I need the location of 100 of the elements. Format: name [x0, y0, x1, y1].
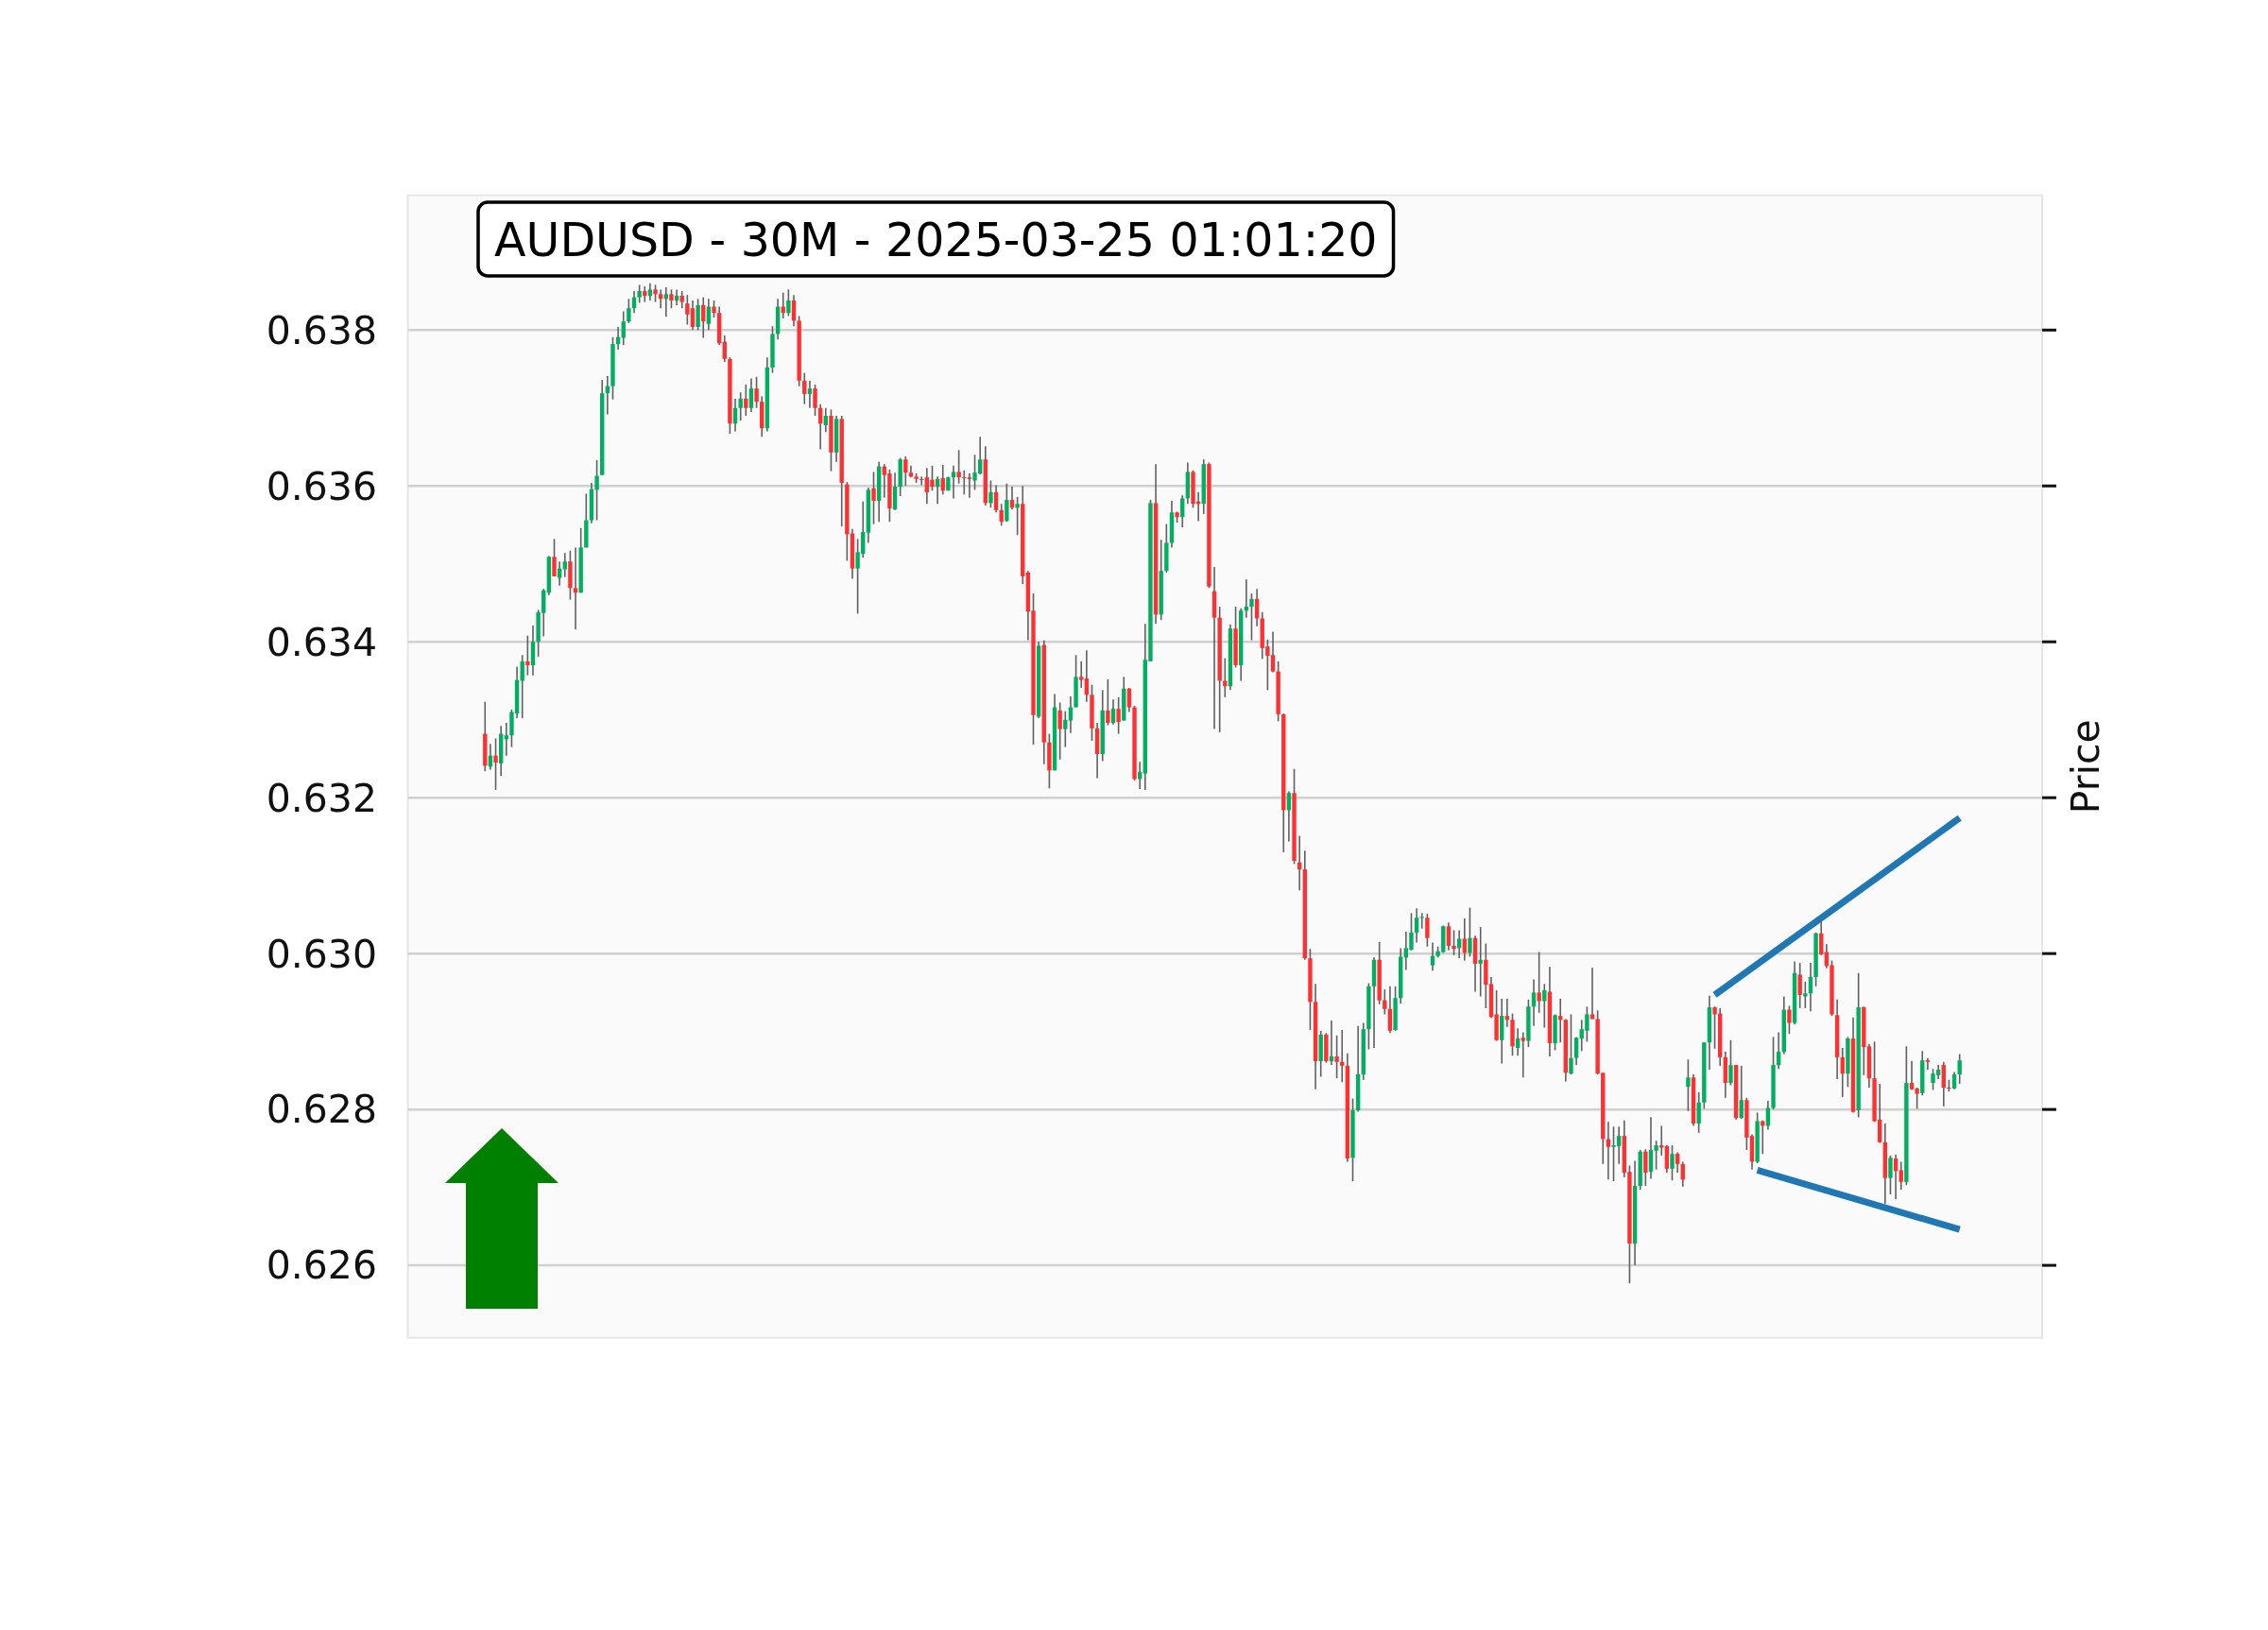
candlestick [552, 538, 557, 577]
candlestick [1776, 1031, 1781, 1071]
candlestick [1079, 661, 1084, 689]
candlestick [696, 298, 700, 332]
candlestick [1456, 929, 1462, 959]
candlestick [1664, 1144, 1670, 1174]
candlestick [1005, 482, 1009, 523]
candlestick [988, 479, 993, 509]
candlestick [1761, 1119, 1765, 1155]
candlestick [712, 300, 716, 318]
candlestick [1452, 929, 1456, 956]
candlestick [1462, 918, 1467, 962]
y-tick-label: 0.626 [266, 1243, 377, 1289]
candlestick [653, 283, 658, 303]
y-tick-label: 0.630 [266, 931, 377, 977]
candlestick [1675, 1151, 1680, 1174]
candlestick [1925, 1056, 1931, 1071]
candlestick [993, 484, 999, 514]
candlestick [1941, 1061, 1946, 1107]
candlestick [956, 449, 961, 485]
candlestick [1670, 1144, 1675, 1181]
candlestick [1126, 687, 1132, 713]
candlestick [919, 475, 924, 487]
candlestick [1819, 919, 1824, 956]
candlestick [892, 472, 898, 511]
candlestick [813, 384, 817, 417]
candlestick [940, 464, 945, 496]
candlestick [647, 283, 653, 301]
candlestick [1414, 907, 1419, 944]
candlestick [1531, 978, 1537, 1027]
candlestick [1957, 1053, 1962, 1085]
candlestick [627, 298, 631, 324]
candlestick [1643, 1148, 1648, 1187]
candlestick [1468, 906, 1472, 958]
candlestick [1739, 1065, 1744, 1120]
candlestick [663, 286, 669, 318]
candlestick [722, 335, 727, 363]
candlestick [786, 288, 791, 317]
candlestick [748, 377, 754, 413]
candlestick [744, 384, 748, 417]
candlestick [1686, 1058, 1691, 1112]
candlestick [1696, 1091, 1701, 1134]
candlestick [1803, 981, 1808, 1009]
candlestick [1180, 494, 1185, 528]
candlestick [754, 375, 759, 409]
candlestick [1387, 986, 1393, 1035]
candlestick [1478, 926, 1483, 998]
candlestick [493, 737, 498, 791]
candlestick [1569, 1013, 1573, 1075]
candlestick [1334, 1034, 1339, 1079]
y-tick-label: 0.628 [266, 1087, 377, 1133]
candlestick [1537, 951, 1541, 1014]
candlestick [1110, 698, 1116, 726]
chart-title: AUDUSD - 30M - 2025-03-25 01:01:20 [494, 213, 1378, 267]
candlestick [1015, 496, 1020, 537]
candlestick [1329, 1020, 1334, 1066]
candlestick [1728, 1038, 1733, 1087]
candlestick [1057, 701, 1062, 761]
candlestick [706, 298, 712, 332]
candlestick [1521, 1031, 1525, 1079]
candlestick [658, 288, 663, 309]
candlestick [1223, 657, 1228, 698]
candlestick [871, 471, 876, 525]
candlestick [637, 283, 642, 304]
candlestick [1249, 592, 1254, 642]
candlestick [967, 472, 972, 499]
y-tick-label: 0.632 [266, 775, 377, 821]
candlestick [1765, 1100, 1771, 1131]
candlestick [1573, 1036, 1579, 1066]
candlestick [1430, 941, 1435, 972]
candlestick [674, 288, 679, 306]
candlestick [1419, 912, 1424, 930]
candlestick [669, 288, 674, 309]
candlestick [525, 634, 530, 677]
candlestick [1797, 962, 1802, 1009]
candlestick [802, 371, 807, 405]
candlestick [1888, 1154, 1893, 1195]
candlestick [1106, 678, 1110, 727]
candlestick [951, 465, 956, 500]
candlestick [562, 552, 567, 578]
candlestick [1787, 1004, 1792, 1035]
y-tick-label: 0.634 [266, 619, 377, 665]
candlestick [1425, 913, 1430, 948]
candlestick [1446, 921, 1452, 952]
candlestick [1606, 1121, 1611, 1181]
candlestick [1515, 1027, 1521, 1057]
candlestick [1383, 988, 1387, 1016]
candlestick [679, 290, 684, 309]
candlestick [823, 406, 828, 434]
candlestick [573, 546, 578, 630]
candlestick [1659, 1124, 1664, 1157]
candlestick [594, 459, 599, 522]
candlestick [1116, 695, 1121, 735]
candlestick [621, 310, 626, 346]
candlestick [807, 380, 813, 409]
candlestick [1951, 1071, 1957, 1090]
y-tick-label: 0.638 [266, 307, 377, 353]
candlestick [1899, 1160, 1903, 1191]
y-axis-title: Price [2063, 719, 2109, 815]
candlestick [1893, 1154, 1899, 1200]
